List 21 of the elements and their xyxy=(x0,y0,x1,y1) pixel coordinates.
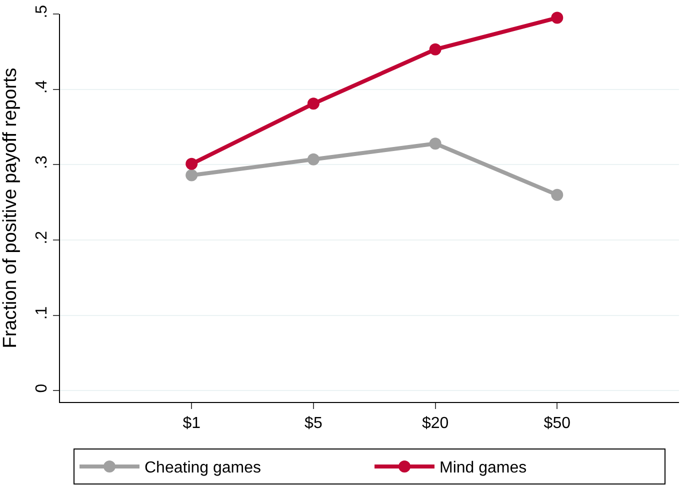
x-tick-label: $50 xyxy=(544,415,571,432)
y-axis-title: Fraction of positive payoff reports xyxy=(0,68,21,348)
point xyxy=(307,98,320,110)
x-tick-label: $1 xyxy=(182,415,201,432)
y-tick-label: .2 xyxy=(34,230,51,244)
point xyxy=(551,188,564,201)
legend-label: Cheating games xyxy=(144,460,262,477)
y-tick-label: 0 xyxy=(34,384,51,393)
point xyxy=(307,153,320,166)
point xyxy=(186,158,198,170)
x-tick-label: $5 xyxy=(304,415,322,432)
point xyxy=(186,169,198,182)
y-tick-label: .4 xyxy=(34,80,51,94)
point xyxy=(429,43,442,56)
y-tick-label: .3 xyxy=(34,156,51,169)
y-tick-label: .1 xyxy=(34,306,51,320)
x-tick-label: $20 xyxy=(422,415,449,432)
point xyxy=(551,12,564,24)
y-tick-label: .5 xyxy=(34,4,51,18)
point xyxy=(429,138,442,150)
legend-label: Mind games xyxy=(440,460,527,477)
